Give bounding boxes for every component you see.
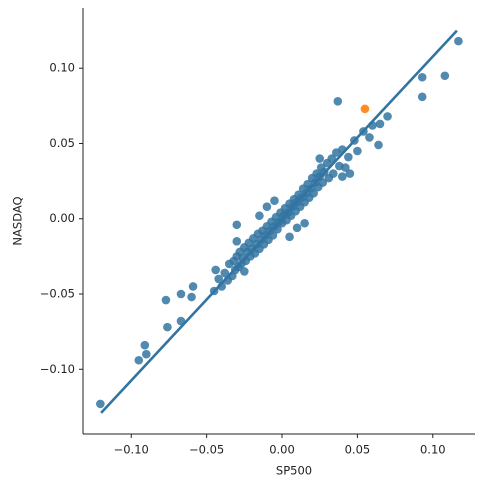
point <box>255 211 264 221</box>
x-tick-label: 0.10 <box>420 443 446 457</box>
point <box>142 349 151 359</box>
point <box>454 36 463 46</box>
point <box>262 202 272 211</box>
y-tick-label: 0.00 <box>49 211 75 225</box>
point <box>163 322 172 332</box>
point <box>440 71 450 81</box>
point <box>140 340 150 350</box>
point <box>285 232 294 242</box>
point <box>309 188 318 198</box>
x-tick-label: −0.10 <box>114 443 149 457</box>
point <box>417 92 427 102</box>
point <box>333 97 343 106</box>
point <box>134 355 144 365</box>
point <box>187 292 196 302</box>
x-axis-label: SP500 <box>276 464 312 478</box>
point <box>188 282 198 291</box>
point <box>211 265 220 275</box>
point <box>328 169 338 178</box>
highlight-point <box>360 104 370 114</box>
y-tick-label: 0.05 <box>49 136 75 150</box>
point <box>365 133 374 142</box>
point <box>344 152 353 162</box>
y-tick-label: 0.10 <box>49 61 75 75</box>
point <box>318 178 328 187</box>
point <box>345 169 355 178</box>
point <box>315 154 325 163</box>
point <box>232 220 242 230</box>
point <box>161 295 171 305</box>
point <box>300 218 309 228</box>
point <box>338 172 347 181</box>
y-tick-label: −0.10 <box>40 362 75 376</box>
point <box>270 196 279 205</box>
x-tick-label: −0.05 <box>189 443 224 457</box>
point <box>374 140 383 150</box>
point <box>292 223 302 233</box>
x-tick-label: 0.05 <box>345 443 371 457</box>
point <box>327 154 337 163</box>
point <box>353 146 362 156</box>
point <box>383 112 392 121</box>
x-tick-label: 0.00 <box>269 443 295 457</box>
point <box>96 399 105 409</box>
y-axis-label: NASDAQ <box>11 196 25 245</box>
y-tick-label: −0.05 <box>40 287 75 301</box>
point <box>232 237 242 246</box>
fit-line <box>100 29 458 414</box>
point <box>220 268 230 278</box>
point <box>335 161 344 171</box>
point <box>375 119 385 129</box>
point <box>176 289 186 299</box>
point <box>240 267 249 276</box>
point <box>268 231 278 240</box>
point <box>214 274 223 284</box>
point <box>417 72 427 82</box>
